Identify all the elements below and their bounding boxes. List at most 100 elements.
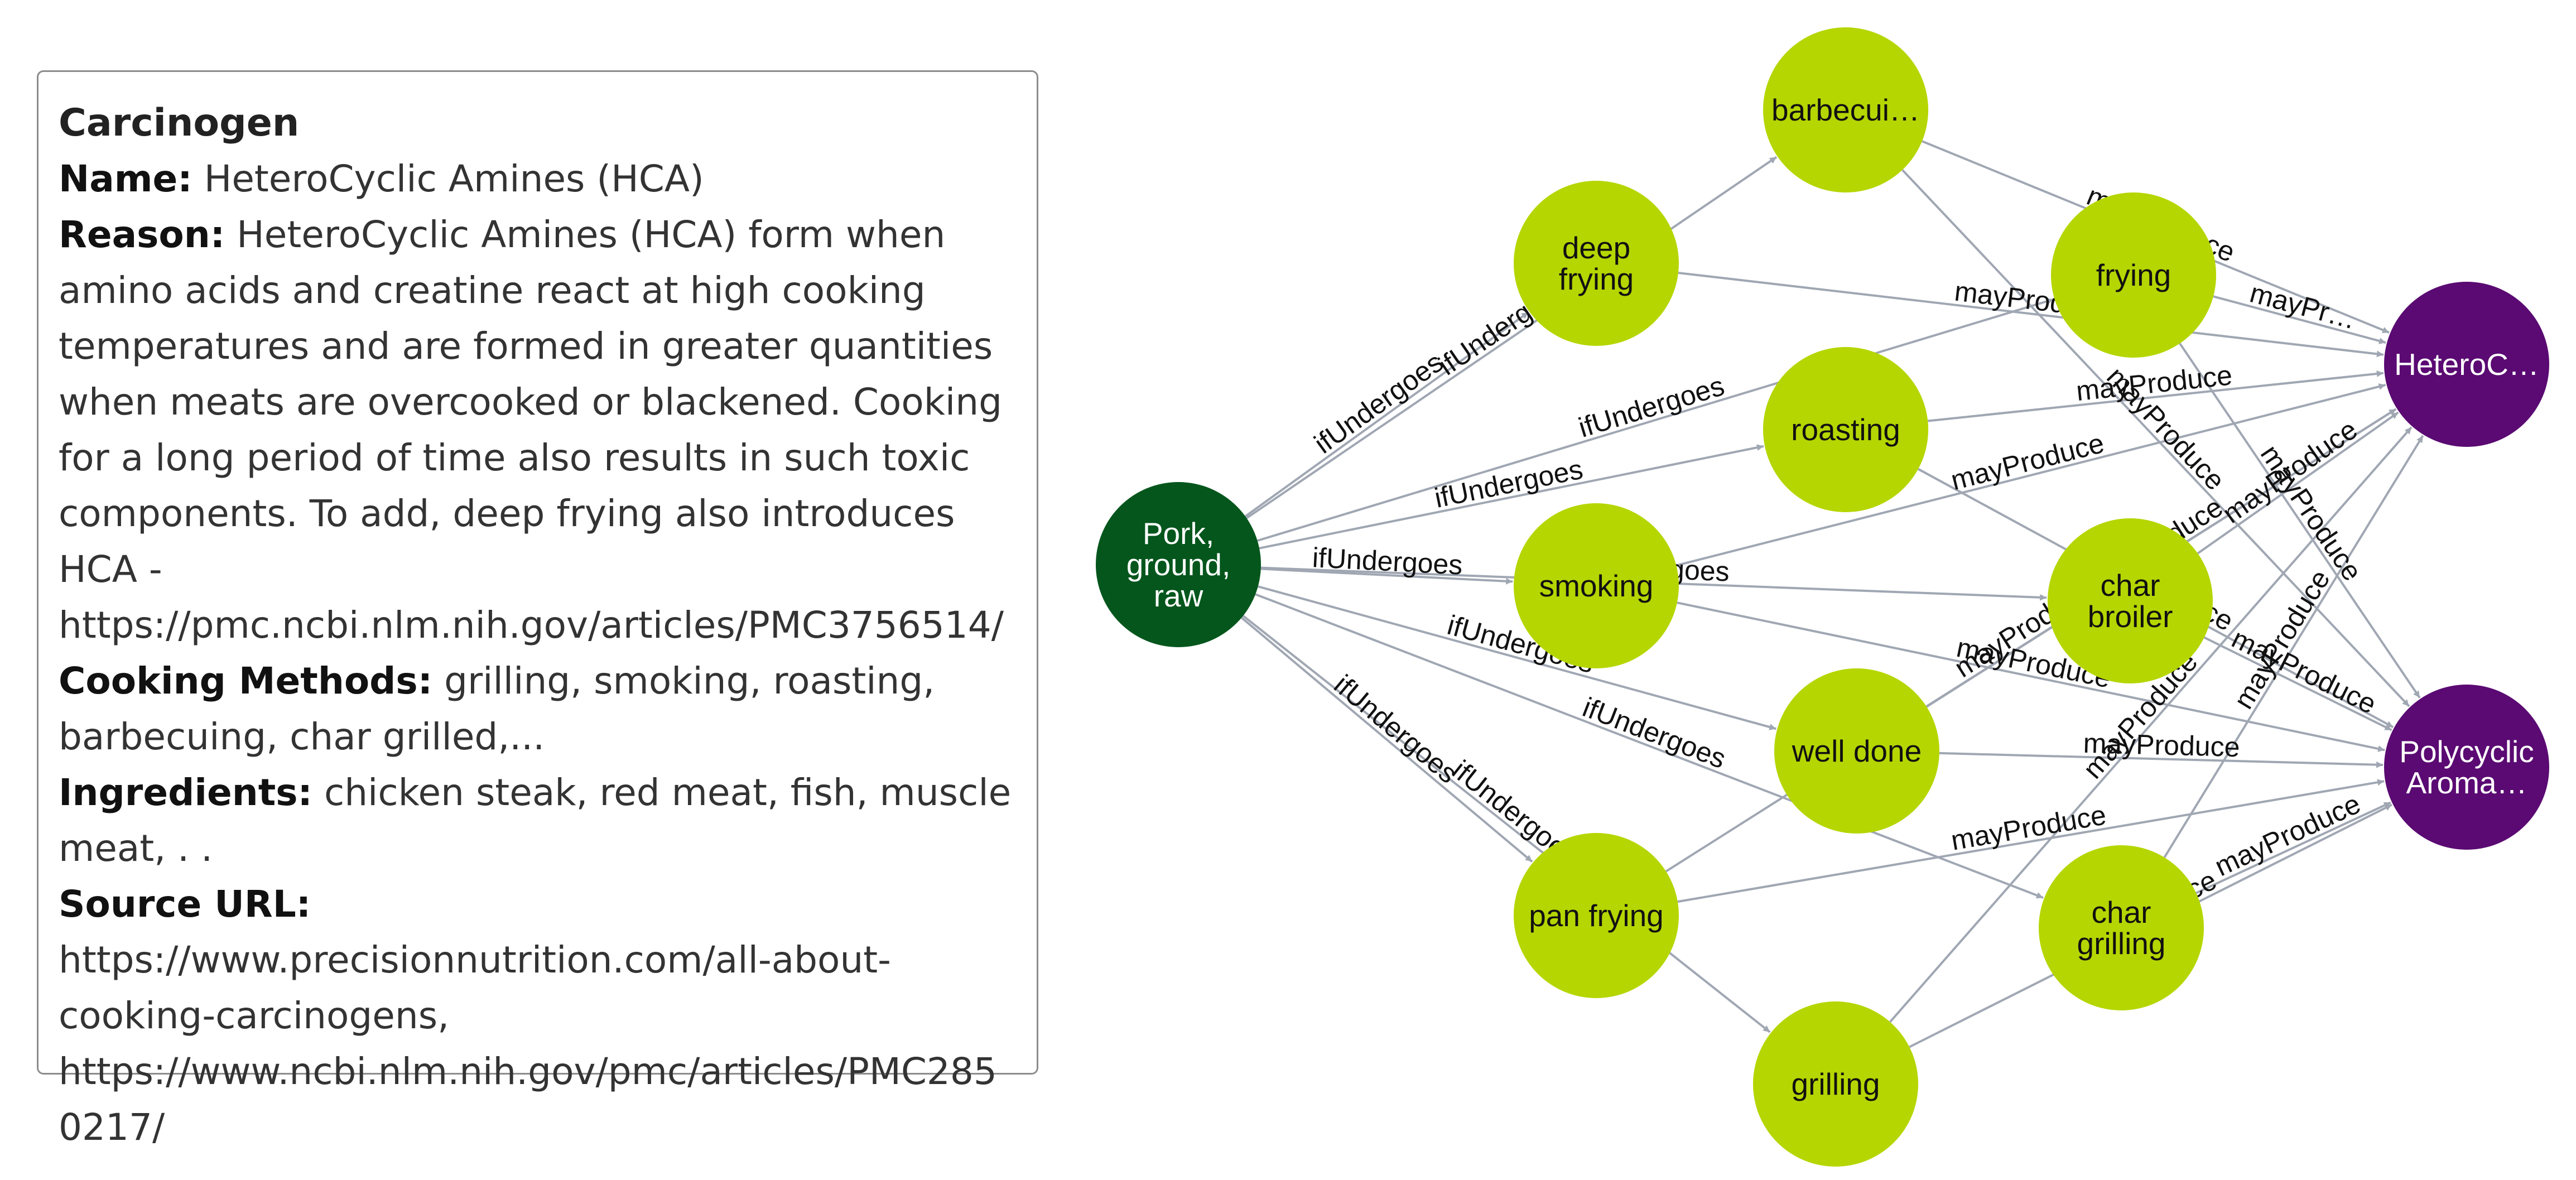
ingredients-value: chicken steak, red meat, fish, muscle me… — [59, 771, 1012, 870]
node-label-line: broiler — [2088, 599, 2173, 634]
node-label-line: char — [2101, 568, 2160, 603]
node-label-line: ground, — [1126, 547, 1231, 582]
edge-deep_frying-hca[interactable] — [1678, 272, 2384, 358]
edge-char_grilling-hca[interactable] — [2163, 435, 2424, 858]
node-circle-pork[interactable] — [1096, 482, 1261, 647]
node-label-line: Pork, — [1143, 516, 1214, 551]
edge-smoking-pah[interactable] — [1677, 601, 2385, 752]
node-label-char_grilling: char grilling — [2077, 895, 2166, 961]
node-circle-pah[interactable] — [2384, 685, 2549, 850]
node-label-char_broiler: char broiler — [2088, 568, 2173, 634]
edge-pork-barbecuing[interactable] — [1246, 156, 1778, 519]
edge-pork-roasting[interactable] — [1259, 444, 1764, 550]
edge-pan_frying-pah[interactable] — [1677, 779, 2385, 903]
node-label-line: raw — [1154, 579, 1203, 613]
edge-char_broiler-pah[interactable] — [2203, 636, 2392, 731]
node-label-frying: frying — [2096, 258, 2171, 292]
node-circle-pan_frying[interactable] — [1514, 833, 1679, 998]
node-well_done[interactable]: well done — [1774, 668, 1939, 834]
node-label-pah: Polycyclic Aroma… — [2399, 734, 2534, 800]
node-circle-grilling[interactable] — [1753, 1001, 1918, 1167]
node-circle-barbecuing[interactable] — [1763, 27, 1928, 192]
node-label-line: smoking — [1539, 569, 1654, 603]
node-char_grilling[interactable]: char grilling — [2039, 845, 2204, 1010]
edge-label-pork-smoking: ifUndergoes — [1312, 542, 1463, 581]
node-pan_frying[interactable]: pan frying — [1514, 833, 1679, 998]
edge-label-pork-roasting: ifUndergoes — [1432, 454, 1585, 514]
node-label-well_done: well done — [1792, 734, 1922, 768]
edge-pork-char_grilling[interactable] — [1255, 593, 2044, 899]
edge-well_done-pah[interactable] — [1939, 752, 2384, 768]
edge-roasting-hca[interactable] — [1927, 370, 2384, 422]
name-value: HeteroCyclic Amines (HCA) — [204, 157, 704, 200]
node-label-smoking: smoking — [1539, 569, 1654, 603]
node-label-pork: Pork, ground, raw — [1126, 516, 1231, 613]
node-label-line: pan frying — [1529, 898, 1664, 933]
node-barbecuing[interactable]: barbecui… — [1763, 27, 1928, 192]
carcinogen-info-panel: Carcinogen Name: HeteroCyclic Amines (HC… — [37, 70, 1038, 1149]
node-char_broiler[interactable]: char broiler — [2048, 518, 2213, 683]
edge-pork-frying[interactable] — [1257, 298, 2054, 542]
edge-label-well_done-pah: mayProduce — [2083, 728, 2240, 763]
edge-smoking-hca[interactable] — [1675, 383, 2386, 567]
node-frying[interactable]: frying — [2051, 192, 2216, 358]
edge-pork-pan_frying[interactable] — [1241, 617, 1533, 863]
node-circle-smoking[interactable] — [1514, 503, 1679, 668]
node-pork[interactable]: Pork, ground, raw — [1096, 482, 1261, 647]
info-title: Carcinogen — [59, 101, 300, 145]
node-circle-well_done[interactable] — [1774, 668, 1939, 834]
edge-char_broiler-hca[interactable] — [2197, 411, 2399, 555]
source-url-value: https://www.precisionnutrition.com/all-a… — [59, 938, 997, 1149]
node-label-line: Polycyclic — [2399, 734, 2534, 769]
node-label-line: deep — [1562, 230, 1630, 265]
node-smoking[interactable]: smoking — [1514, 503, 1679, 668]
edge-label-pork-deep_frying: ifUndergoes — [1308, 346, 1448, 460]
node-deep_frying[interactable]: deep frying — [1514, 181, 1679, 346]
edge-pork-smoking[interactable] — [1260, 567, 1513, 585]
reason-value: HeteroCyclic Amines (HCA) form when amin… — [59, 213, 1004, 647]
edge-frying-hca[interactable] — [2213, 295, 2386, 344]
node-roasting[interactable]: roasting — [1763, 347, 1928, 512]
edge-grilling-hca[interactable] — [1889, 426, 2413, 1023]
node-label-line: well done — [1792, 734, 1922, 768]
edge-label-pork-pan_frying: ifUndergoes — [1328, 669, 1463, 789]
node-label-pan_frying: pan frying — [1529, 898, 1664, 933]
node-circle-char_broiler[interactable] — [2048, 518, 2213, 683]
node-circle-char_grilling[interactable] — [2039, 845, 2204, 1010]
edge-pork-deep_frying[interactable] — [1244, 311, 1529, 518]
node-circle-deep_frying[interactable] — [1514, 181, 1679, 346]
node-label-line: frying — [2096, 258, 2171, 292]
edge-label-char_grilling-pah: mayProduce — [2210, 788, 2365, 882]
node-circle-hca[interactable] — [2384, 282, 2549, 447]
node-label-line: barbecui… — [1771, 93, 1920, 127]
node-hca[interactable]: HeteroC… — [2384, 282, 2549, 447]
node-label-line: frying — [1559, 262, 1634, 296]
edge-char_grilling-pah[interactable] — [2195, 801, 2391, 894]
edge-label-frying-hca: mayPr… — [2247, 277, 2360, 335]
edge-label-pork-frying: ifUndergoes — [1575, 370, 1728, 444]
edge-pork-well_done[interactable] — [1258, 585, 1776, 730]
source-url-label: Source URL: — [59, 883, 311, 926]
edge-label-pork-char_grilling: ifUndergoes — [1578, 691, 1730, 774]
edge-frying-pah[interactable] — [2179, 343, 2421, 699]
node-pah[interactable]: Polycyclic Aroma… — [2384, 685, 2549, 850]
ingredients-label: Ingredients: — [59, 771, 312, 814]
edges-layer — [1241, 140, 2424, 1048]
cooking-methods-field: Cooking Methods: grilling, smoking, roas… — [59, 653, 1017, 765]
node-label-hca: HeteroC… — [2394, 347, 2539, 382]
node-label-line: grilling — [1792, 1067, 1880, 1101]
edge-barbecuing-pah[interactable] — [1901, 169, 2410, 707]
edge-label-smoking-hca: mayProduce — [1948, 427, 2107, 497]
node-grilling[interactable]: grilling — [1753, 1001, 1918, 1167]
reason-label: Reason: — [59, 213, 225, 256]
cooking-methods-label: Cooking Methods: — [59, 659, 433, 702]
source-url-field: Source URL: https://www.precisionnutriti… — [59, 876, 1017, 1155]
ingredients-field: Ingredients: chicken steak, red meat, fi… — [59, 765, 1017, 876]
node-label-line: HeteroC… — [2394, 347, 2539, 382]
edge-pork-grilling[interactable] — [1242, 615, 1771, 1033]
node-circle-roasting[interactable] — [1763, 347, 1928, 512]
node-circle-frying[interactable] — [2051, 192, 2216, 358]
node-label-line: grilling — [2077, 926, 2166, 961]
